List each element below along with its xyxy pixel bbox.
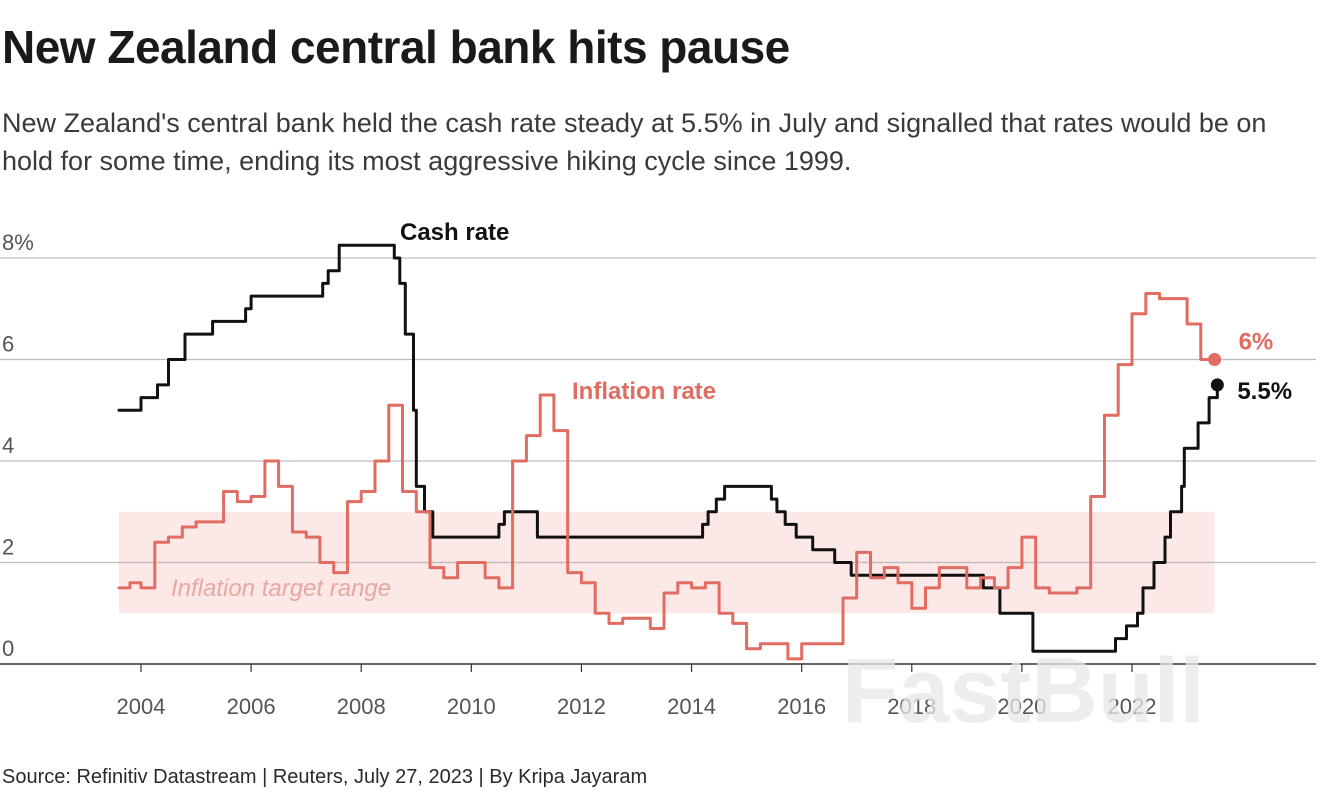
x-tick-label: 2018 (887, 694, 936, 719)
x-tick-label: 2008 (337, 694, 386, 719)
x-tick-label: 2016 (777, 694, 826, 719)
cash-rate-end-value: 5.5% (1237, 378, 1292, 405)
y-tick-label: 8% (2, 230, 34, 255)
gridlines: 0 2 4 6 8% (0, 230, 1316, 661)
inflation-rate-line (117, 292, 1217, 661)
watermark-text: FastBull (842, 640, 1205, 742)
y-tick-label: 4 (2, 433, 14, 458)
cash-rate-end-point (1210, 378, 1224, 392)
chart-subtitle: New Zealand's central bank held the cash… (2, 108, 1267, 176)
y-tick-label: 0 (2, 636, 14, 661)
cash-rate-line (117, 243, 1219, 653)
inflation-rate-end-point (1208, 353, 1222, 366)
x-tick-label: 2010 (447, 694, 496, 719)
watermark-layer: FastBull (842, 640, 1205, 742)
x-tick-label: 2006 (227, 694, 276, 719)
chart-title: New Zealand central bank hits pause (2, 21, 790, 73)
label-layer: Cash rate Inflation rate 5.5% 6% (400, 219, 1292, 405)
inflation-rate-end-value: 6% (1239, 329, 1274, 356)
source-note: Source: Refinitiv Datastream | Reuters, … (2, 766, 648, 788)
cash-rate-label: Cash rate (400, 219, 509, 246)
series-layer (117, 243, 1224, 661)
x-tick-label: 2014 (667, 694, 716, 719)
y-tick-label: 6 (2, 332, 14, 357)
x-tick-label: 2022 (1108, 694, 1157, 719)
target-band-label: Inflation target range (171, 575, 391, 602)
x-axis: 2004 2006 2008 2010 2012 2014 2016 2018 2020 2022 (0, 663, 1316, 719)
inflation-rate-label: Inflation rate (572, 378, 716, 405)
x-tick-label: 2020 (997, 694, 1046, 719)
y-tick-label: 2 (2, 535, 14, 560)
x-tick-label: 2012 (557, 694, 606, 719)
x-tick-label: 2004 (117, 694, 166, 719)
